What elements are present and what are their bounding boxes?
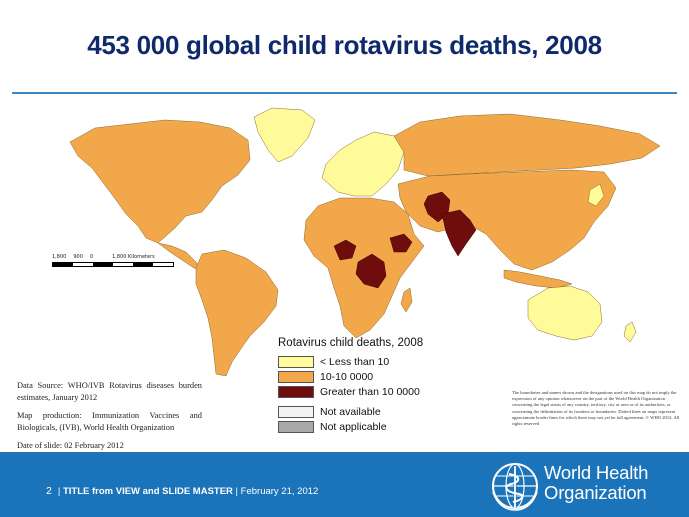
- legend-item-not-applicable: Not applicable: [278, 419, 423, 434]
- legend-item-high: Greater than 10 0000: [278, 384, 423, 399]
- scalebar-label: 0: [89, 254, 94, 260]
- map-legend: Rotavirus child deaths, 2008 < Less than…: [278, 337, 423, 434]
- footer-bar: 2 | TITLE from VIEW and SLIDE MASTER | Fe…: [0, 452, 689, 517]
- world-map: [69, 107, 661, 377]
- legend-item-mid: 10-10 0000: [278, 369, 423, 384]
- footer-date: February 21, 2012: [240, 486, 319, 497]
- data-source-text: Data Source: WHO/IVB Rotavirus diseases …: [17, 381, 202, 402]
- legend-swatch: [278, 405, 314, 418]
- who-emblem-icon: [492, 463, 538, 511]
- separator: |: [57, 486, 61, 497]
- legend-label: Not applicable: [320, 420, 387, 433]
- map-scalebar: 1,800 900 0 1,800 Kilometers: [52, 254, 174, 267]
- region-europe: [321, 131, 405, 197]
- legend-title: Rotavirus child deaths, 2008: [278, 337, 424, 349]
- region-asia: [397, 169, 617, 271]
- legend-label: < Less than 10: [320, 355, 390, 368]
- region-new-zealand: [623, 321, 637, 343]
- region-dr-congo: [355, 253, 387, 289]
- legend-swatch: [278, 370, 314, 383]
- region-russia: [393, 113, 661, 177]
- scalebar-label: 1,800: [52, 254, 67, 260]
- scalebar-label: 900: [73, 254, 83, 260]
- footer-title: TITLE from VIEW and SLIDE MASTER: [62, 486, 233, 497]
- who-name-line1: World Health: [544, 462, 649, 483]
- legend-item-low: < Less than 10: [278, 354, 423, 369]
- region-north-america: [69, 119, 251, 244]
- who-org-name: World Health Organization: [544, 463, 648, 503]
- region-ethiopia: [389, 233, 413, 253]
- legend-label: Greater than 10 0000: [320, 385, 420, 398]
- legend-swatch: [278, 355, 314, 368]
- scalebar-bar: [52, 262, 174, 267]
- region-indonesia: [503, 269, 573, 289]
- legend-swatch: [278, 420, 314, 433]
- region-australia: [527, 285, 603, 341]
- separator: |: [235, 486, 239, 497]
- slide-date-text: Date of slide: 02 February 2012: [17, 441, 124, 450]
- region-nigeria: [333, 239, 357, 261]
- page-number: 2: [46, 485, 52, 497]
- who-name-line2: Organization: [544, 482, 647, 503]
- title-divider: [12, 92, 677, 94]
- region-india: [441, 209, 477, 257]
- region-madagascar: [400, 287, 413, 313]
- region-south-america: [195, 249, 279, 377]
- slide-title: 453 000 global child rotavirus deaths, 2…: [87, 30, 602, 60]
- footer-text: 2 | TITLE from VIEW and SLIDE MASTER | Fe…: [46, 485, 318, 497]
- legend-item-not-available: Not available: [278, 404, 423, 419]
- region-japan: [587, 183, 605, 207]
- region-greenland: [253, 107, 316, 163]
- source-notes: Data Source: WHO/IVB Rotavirus diseases …: [17, 380, 202, 458]
- scalebar-label: 1,800 Kilometers: [112, 254, 155, 260]
- legend-swatch: [278, 385, 314, 398]
- legend-label: 10-10 0000: [320, 370, 374, 383]
- legend-label: Not available: [320, 405, 381, 418]
- disclaimer-text: The boundaries and names shown and the d…: [512, 390, 680, 427]
- map-production-text: Map production: Immunization Vaccines an…: [17, 411, 202, 432]
